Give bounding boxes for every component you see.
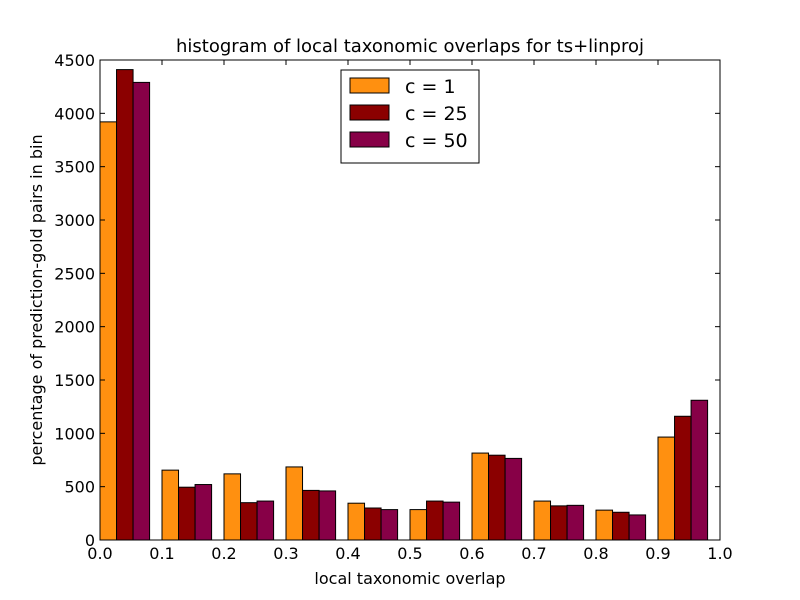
- x-tick-label: 0.8: [583, 544, 608, 563]
- bar: [674, 415, 692, 541]
- x-tick-label: 0.4: [335, 544, 360, 563]
- legend-label: c = 1: [405, 76, 456, 98]
- x-tick-label: 0.2: [211, 544, 236, 563]
- bar: [318, 490, 337, 541]
- bar: [116, 69, 134, 541]
- bar: [347, 502, 366, 541]
- y-tick-label: 0: [85, 531, 95, 550]
- chart-title: histogram of local taxonomic overlaps fo…: [176, 36, 644, 57]
- bar: [657, 436, 676, 541]
- x-tick-label: 0.6: [459, 544, 484, 563]
- bar: [256, 500, 275, 541]
- bar: [628, 514, 647, 541]
- y-axis-label: percentage of prediction-gold pairs in b…: [27, 134, 46, 465]
- y-tick-label: 4000: [54, 104, 95, 123]
- y-tick-label: 3000: [54, 211, 95, 230]
- legend-swatch: [349, 77, 390, 94]
- bar: [442, 501, 461, 541]
- bar: [471, 452, 490, 541]
- x-tick-label: 0.0: [87, 544, 112, 563]
- x-axis: 0.0 0.1 0.2 0.3 0.4 0.5 0.6 0.7 0.8 0.9 1.0: [87, 60, 733, 563]
- x-tick-label: 0.7: [521, 544, 546, 563]
- y-tick-label: 500: [64, 478, 95, 497]
- y-tick-label: 3500: [54, 158, 95, 177]
- bar: [550, 505, 568, 541]
- bar: [240, 502, 258, 541]
- bar: [533, 500, 552, 541]
- legend-label: c = 25: [405, 103, 468, 125]
- bar: [99, 121, 118, 541]
- legend-swatch: [349, 131, 390, 148]
- x-tick-label: 1.0: [707, 544, 732, 563]
- x-tick-label: 0.3: [273, 544, 298, 563]
- bar: [178, 486, 196, 541]
- bars-group: [99, 69, 709, 541]
- y-tick-label: 2000: [54, 318, 95, 337]
- bar: [504, 457, 523, 541]
- bar: [595, 509, 614, 541]
- bar: [409, 509, 428, 541]
- bar: [426, 500, 444, 541]
- bar: [612, 511, 630, 541]
- bar: [380, 509, 399, 541]
- y-tick-label: 1000: [54, 424, 95, 443]
- y-tick-label: 2500: [54, 264, 95, 283]
- bar: [302, 489, 320, 541]
- y-tick-label: 1500: [54, 371, 95, 390]
- y-axis: 0 500 1000 1500 2000 2500 3000 3500 4000 4500: [54, 51, 720, 550]
- bar: [132, 81, 151, 541]
- bar: [566, 504, 585, 541]
- bar: [161, 469, 180, 541]
- x-tick-label: 0.1: [149, 544, 174, 563]
- x-tick-label: 0.9: [645, 544, 670, 563]
- y-tick-label: 4500: [54, 51, 95, 70]
- bar: [364, 507, 382, 541]
- bar: [223, 473, 242, 541]
- x-tick-label: 0.5: [397, 544, 422, 563]
- bar: [690, 399, 709, 541]
- legend-label: c = 50: [405, 130, 468, 152]
- legend: c = 1 c = 25 c = 50: [340, 69, 480, 164]
- bar: [285, 466, 304, 541]
- bar: [194, 484, 213, 541]
- bar: [488, 454, 506, 541]
- x-axis-label: local taxonomic overlap: [314, 569, 505, 588]
- legend-swatch: [349, 104, 390, 121]
